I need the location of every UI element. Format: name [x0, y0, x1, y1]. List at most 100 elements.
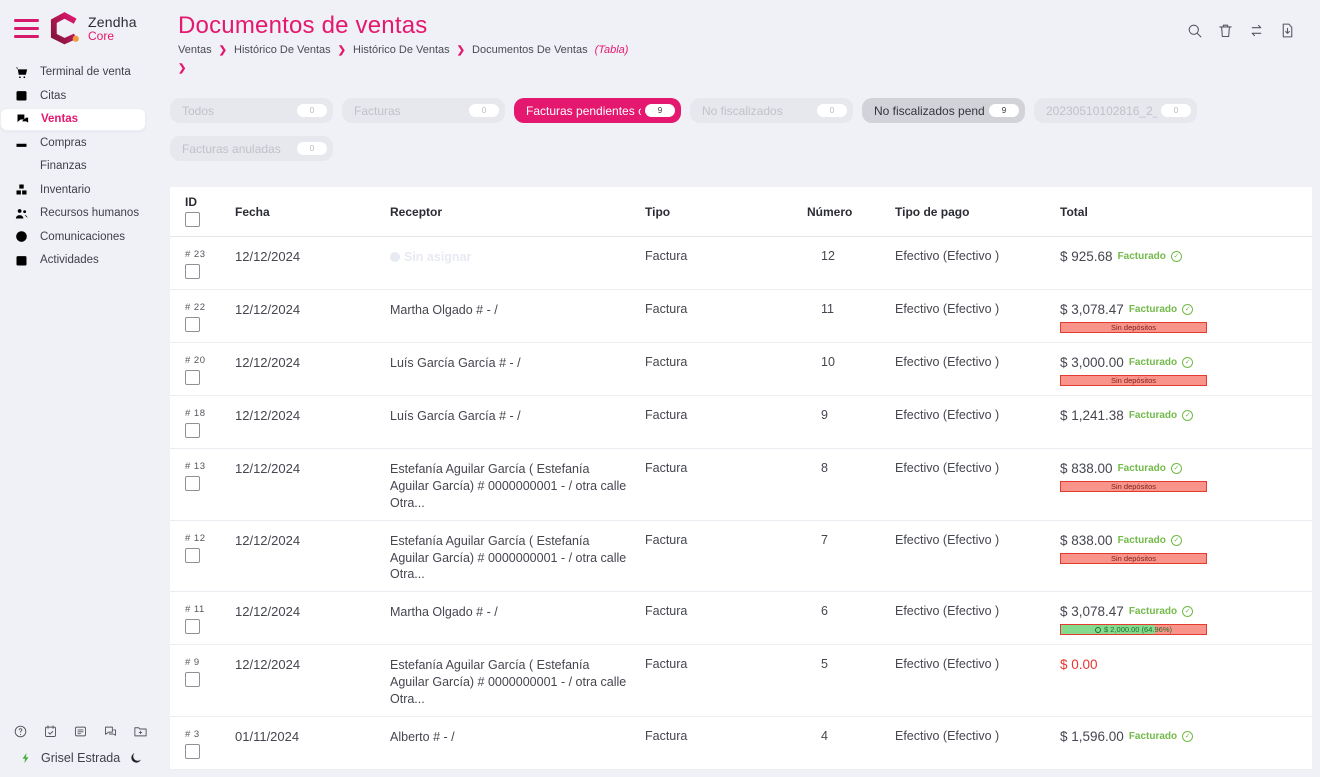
- search-icon[interactable]: [1186, 22, 1203, 39]
- deposit-bar: Sin depósitos: [1060, 375, 1207, 386]
- table-row[interactable]: # 18 12/12/2024 Luís García García # - /…: [170, 396, 1312, 449]
- cell-receptor: Estefanía Aguilar García ( Estefanía Agu…: [390, 462, 627, 510]
- filter-chip-facturas-anuladas[interactable]: Facturas anuladas 0: [170, 136, 333, 161]
- sidebar-footer-icons: [0, 716, 170, 749]
- agenda-icon[interactable]: [43, 724, 58, 739]
- filter-chip-facturas-pendientes-c[interactable]: Facturas pendientes c 9: [514, 98, 681, 123]
- total-amount: $ 3,000.00: [1060, 355, 1124, 370]
- transfer-arrows-icon[interactable]: [1248, 22, 1265, 39]
- table-row[interactable]: # 20 12/12/2024 Luís García García # - /…: [170, 343, 1312, 396]
- select-all-checkbox[interactable]: [185, 211, 200, 227]
- cell-numero: 6: [821, 604, 828, 619]
- dark-mode-moon-icon[interactable]: [129, 751, 143, 765]
- filter-chip-count-badge: 9: [645, 104, 675, 117]
- sidebar-item-terminal-de-venta[interactable]: Terminal de venta: [0, 61, 170, 84]
- cell-tipo-pago: Efectivo (Efectivo ): [895, 604, 1000, 619]
- total-amount: $ 838.00: [1060, 461, 1113, 476]
- sidebar-item-comunicaciones[interactable]: Comunicaciones: [0, 226, 170, 249]
- cell-numero: 7: [821, 532, 828, 547]
- check-circle-icon: ✓: [1170, 463, 1182, 474]
- brand-logo[interactable]: [48, 12, 81, 45]
- filter-chip-no-fiscalizados[interactable]: No fiscalizados 0: [690, 98, 853, 123]
- table-row[interactable]: # 23 12/12/2024 Sin asignar Factura 12 E…: [170, 237, 1312, 290]
- cell-total: $ 925.68 Facturado ✓: [1060, 249, 1302, 264]
- filter-chip-todos[interactable]: Todos 0: [170, 98, 333, 123]
- cell-total: $ 3,000.00 Facturado ✓ Sin depósitos: [1060, 355, 1302, 386]
- chevron-right-icon: ❯: [218, 44, 228, 56]
- cell-tipo: Factura: [645, 249, 688, 263]
- total-amount: $ 925.68: [1060, 249, 1113, 264]
- sidebar-item-citas[interactable]: Citas: [0, 85, 170, 108]
- row-checkbox[interactable]: [185, 476, 200, 491]
- cell-receptor: Luís García García # - /: [390, 356, 521, 370]
- cell-receptor: Sin asignar: [390, 249, 645, 266]
- sidebar-item-label: Actividades: [40, 254, 99, 267]
- breadcrumb-item[interactable]: Ventas: [178, 44, 212, 56]
- export-file-icon[interactable]: [1279, 22, 1296, 39]
- row-checkbox[interactable]: [185, 743, 200, 759]
- cell-tipo: Factura: [645, 355, 688, 369]
- breadcrumb-item[interactable]: Documentos De Ventas: [472, 44, 588, 56]
- cell-numero: 8: [821, 461, 828, 475]
- sidebar: Zendha Core Terminal de venta Citas Vent…: [0, 0, 170, 777]
- table-row[interactable]: # 22 12/12/2024 Martha Olgado # - / Fact…: [170, 290, 1312, 343]
- sidebar-item-recursos-humanos[interactable]: Recursos humanos: [0, 202, 170, 225]
- folder-add-icon[interactable]: [133, 724, 148, 739]
- sidebar-item-finanzas[interactable]: Finanzas: [0, 155, 170, 178]
- filter-chip-facturas[interactable]: Facturas 0: [342, 98, 505, 123]
- filter-chip-label: 20230510102816_2_159: [1046, 103, 1157, 118]
- sidebar-item-label: Comunicaciones: [40, 230, 126, 243]
- table-row[interactable]: # 3 01/11/2024 Alberto # - / Factura 4 E…: [170, 716, 1312, 770]
- chat-icon[interactable]: [103, 724, 118, 739]
- row-checkbox[interactable]: [185, 619, 200, 635]
- cell-fecha: 12/12/2024: [235, 355, 301, 370]
- total-amount: $ 3,078.47: [1060, 604, 1124, 620]
- user-row[interactable]: Grisel Estrada: [0, 749, 170, 777]
- table-row[interactable]: # 9 12/12/2024 Estefanía Aguilar García …: [170, 645, 1312, 717]
- check-circle-icon: ✓: [1182, 730, 1194, 742]
- connection-bolt-icon: [20, 752, 32, 764]
- cell-receptor: Luís García García # - /: [390, 409, 521, 423]
- main-content: Documentos de ventas Ventas ❯ Histórico De…: [170, 0, 1320, 777]
- filter-chip-label: Facturas anuladas: [182, 141, 281, 156]
- column-header-tipo-pago: Tipo de pago: [895, 204, 970, 219]
- help-icon[interactable]: [13, 724, 28, 739]
- page-title: Documentos de ventas: [178, 12, 428, 39]
- sidebar-item-inventario[interactable]: Inventario: [0, 179, 170, 202]
- table-row[interactable]: # 11 12/12/2024 Martha Olgado # - / Fact…: [170, 592, 1312, 646]
- row-checkbox[interactable]: [185, 317, 200, 332]
- notes-list-icon[interactable]: [73, 724, 88, 739]
- facturado-status: Facturado: [1117, 251, 1166, 262]
- breadcrumb-item[interactable]: Histórico De Ventas: [353, 44, 450, 56]
- row-checkbox[interactable]: [185, 672, 200, 688]
- calendar-icon: [14, 88, 29, 103]
- table-row[interactable]: # 13 12/12/2024 Estefanía Aguilar García…: [170, 449, 1312, 521]
- facturado-status: Facturado: [1128, 304, 1178, 315]
- cell-fecha: 12/12/2024: [235, 302, 301, 317]
- deposit-bar: Sin depósitos: [1060, 552, 1207, 564]
- table-row[interactable]: # 12 12/12/2024 Estefanía Aguilar García…: [170, 520, 1312, 593]
- filter-chip-20230510102816-2-159[interactable]: 20230510102816_2_159 0: [1034, 98, 1197, 123]
- cell-fecha: 12/12/2024: [235, 657, 301, 673]
- row-checkbox[interactable]: [185, 370, 200, 385]
- filter-chip-no-fiscalizados-pendie[interactable]: No fiscalizados pendie 9: [862, 98, 1025, 123]
- filter-row-2: Facturas anuladas 0: [170, 136, 1312, 161]
- cell-tipo-pago: Efectivo (Efectivo ): [895, 249, 1000, 263]
- cart-icon: [14, 65, 29, 80]
- deposit-bar: Sin depósitos: [1060, 481, 1207, 492]
- trash-icon[interactable]: [1217, 22, 1234, 39]
- row-checkbox[interactable]: [185, 547, 200, 563]
- sidebar-item-ventas[interactable]: Ventas: [0, 108, 146, 131]
- sidebar-item-compras[interactable]: Compras: [0, 132, 170, 155]
- breadcrumb: Ventas ❯ Histórico De Ventas ❯ Histórico De …: [178, 44, 628, 56]
- check-circle-icon: ✓: [1182, 357, 1194, 368]
- row-checkbox[interactable]: [185, 423, 200, 438]
- hamburger-menu-button[interactable]: [12, 17, 41, 41]
- table-header: ID Fecha Receptor Tipo Número Tipo de pa…: [170, 187, 1312, 237]
- filter-chip-count-badge: 0: [817, 104, 847, 117]
- breadcrumb-item[interactable]: Histórico De Ventas: [234, 44, 331, 56]
- sidebar-item-actividades[interactable]: Actividades: [0, 249, 170, 272]
- deposit-bar: Sin depósitos: [1060, 322, 1207, 333]
- row-checkbox[interactable]: [185, 264, 200, 279]
- sales-chat-icon: [15, 112, 30, 127]
